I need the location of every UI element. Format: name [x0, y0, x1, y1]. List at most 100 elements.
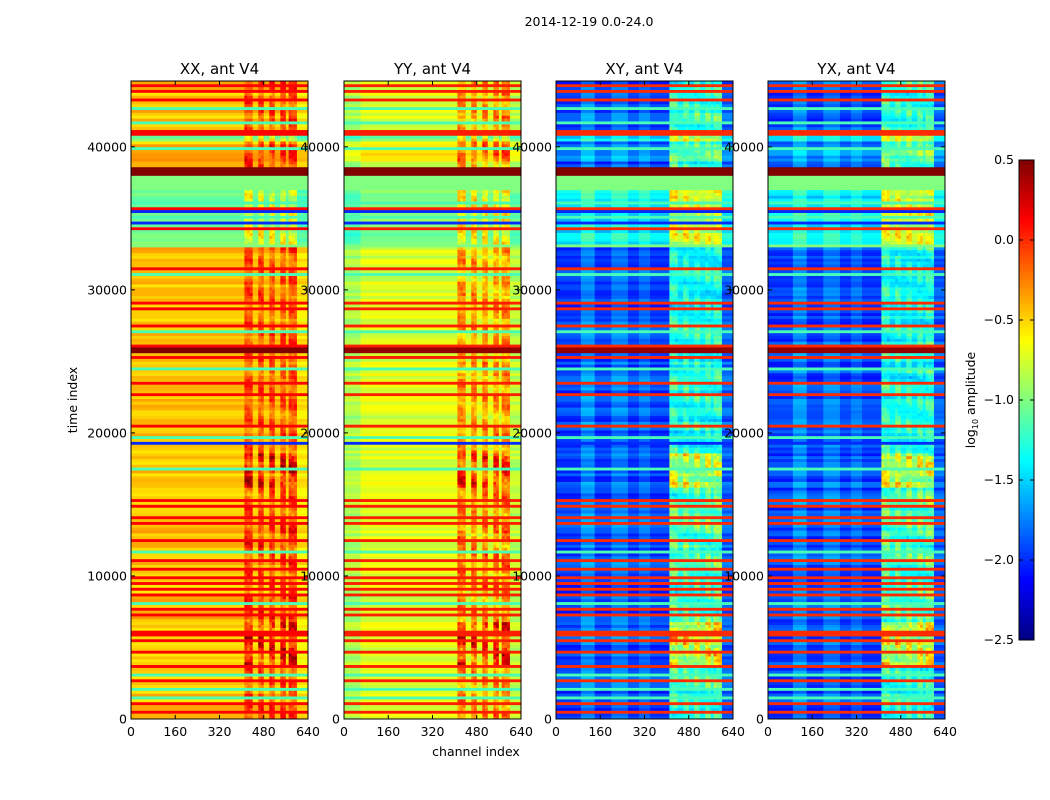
heatmap-cell — [493, 656, 497, 660]
heatmap-cell — [260, 412, 265, 417]
heatmap-cell — [457, 707, 461, 711]
heatmap-cell — [249, 472, 254, 477]
heatmap-cell — [487, 636, 494, 640]
heatmap-cell — [473, 395, 478, 399]
heatmap-cell — [493, 258, 497, 262]
heatmap-cell — [249, 470, 254, 474]
heatmap-cell — [493, 684, 500, 688]
heatmap-cell — [249, 676, 254, 680]
heatmap-cell — [507, 361, 511, 365]
heatmap-cell — [507, 676, 511, 680]
heatmap-cell — [244, 698, 248, 703]
heatmap-cell — [291, 158, 295, 162]
heatmap-cell — [269, 318, 276, 322]
heatmap-cell — [360, 318, 458, 322]
heatmap-cell — [476, 321, 483, 325]
heatmap-cell — [296, 163, 309, 168]
heatmap-cell — [465, 495, 472, 500]
heatmap-cell — [283, 298, 287, 302]
heatmap-cell — [285, 261, 290, 265]
heatmap-cell — [498, 656, 503, 660]
heatmap-cell — [263, 690, 270, 694]
heatmap-cell — [504, 610, 508, 614]
heatmap-cell — [360, 458, 458, 462]
heatmap-cell — [247, 527, 251, 531]
heatmap-cell — [507, 264, 511, 268]
heatmap-cell — [244, 152, 248, 156]
heatmap-cell — [249, 561, 254, 565]
heatmap-cell — [285, 544, 290, 548]
heatmap-cell — [274, 387, 281, 391]
heatmap-cell — [460, 653, 464, 657]
heatmap-cell — [258, 570, 262, 574]
heatmap-cell — [509, 658, 522, 663]
heatmap-cell — [507, 530, 511, 534]
heatmap-cell — [465, 304, 472, 308]
heatmap-cell — [263, 218, 270, 222]
heatmap-cell — [258, 327, 262, 331]
heatmap-cell — [485, 533, 489, 537]
heatmap-cell — [482, 667, 486, 671]
heatmap-cell — [274, 472, 281, 477]
heatmap-cell — [280, 452, 287, 457]
heatmap-cell — [462, 404, 467, 408]
heatmap-cell — [501, 252, 508, 256]
heatmap-cell — [260, 407, 265, 411]
heatmap-cell — [460, 618, 464, 623]
heatmap-cell — [482, 472, 486, 477]
heatmap-cell — [274, 109, 281, 113]
heatmap-cell — [291, 561, 295, 565]
heatmap-cell — [260, 158, 265, 162]
heatmap-cell — [457, 335, 464, 339]
heatmap-cell — [471, 389, 478, 394]
heatmap-cell — [462, 590, 467, 594]
heatmap-cell — [272, 149, 276, 153]
heatmap-cell — [131, 513, 245, 517]
heatmap-cell — [272, 258, 276, 262]
heatmap-cell — [465, 455, 472, 460]
heatmap-cell — [272, 126, 276, 131]
heatmap-cell — [487, 616, 494, 620]
heatmap-cell — [294, 647, 298, 651]
heatmap-cell — [252, 252, 259, 256]
heatmap-cell — [291, 658, 295, 663]
heatmap-cell — [504, 661, 508, 666]
heatmap-cell — [493, 321, 497, 325]
heatmap-cell — [485, 432, 489, 437]
heatmap-cell — [131, 518, 245, 522]
heatmap-cell — [462, 361, 467, 365]
heatmap-cell — [360, 286, 458, 291]
heatmap-cell — [496, 327, 500, 331]
heatmap-cell — [260, 621, 265, 625]
heatmap-cell — [247, 604, 251, 608]
heatmap-cell — [288, 618, 292, 623]
heatmap-cell — [498, 289, 503, 294]
heatmap-cell — [252, 432, 259, 437]
heatmap-cell — [457, 553, 461, 557]
heatmap-cell — [344, 564, 361, 568]
heatmap-cell — [493, 458, 500, 462]
heatmap-cell — [465, 573, 472, 577]
heatmap-cell — [244, 667, 248, 671]
heatmap-cell — [244, 295, 254, 299]
heatmap-cell — [131, 392, 309, 397]
heatmap-cell — [249, 404, 254, 408]
heatmap-cell — [291, 475, 295, 480]
heatmap-cell — [244, 484, 248, 488]
heatmap-cell — [476, 681, 483, 686]
heatmap-cell — [296, 281, 309, 285]
heatmap-cell — [509, 661, 522, 666]
heatmap-cell — [457, 341, 461, 345]
heatmap-cell — [498, 547, 503, 551]
heatmap-cell — [272, 644, 276, 648]
heatmap-cell — [501, 318, 505, 322]
heatmap-cell — [496, 492, 500, 497]
heatmap-cell — [344, 264, 361, 268]
heatmap-cell — [280, 118, 284, 122]
heatmap-cell — [258, 321, 262, 325]
heatmap-cell — [493, 541, 497, 545]
heatmap-cell — [252, 447, 259, 451]
heatmap-cell — [263, 378, 270, 382]
heatmap-cell — [460, 315, 467, 319]
heatmap-cell — [274, 570, 281, 574]
